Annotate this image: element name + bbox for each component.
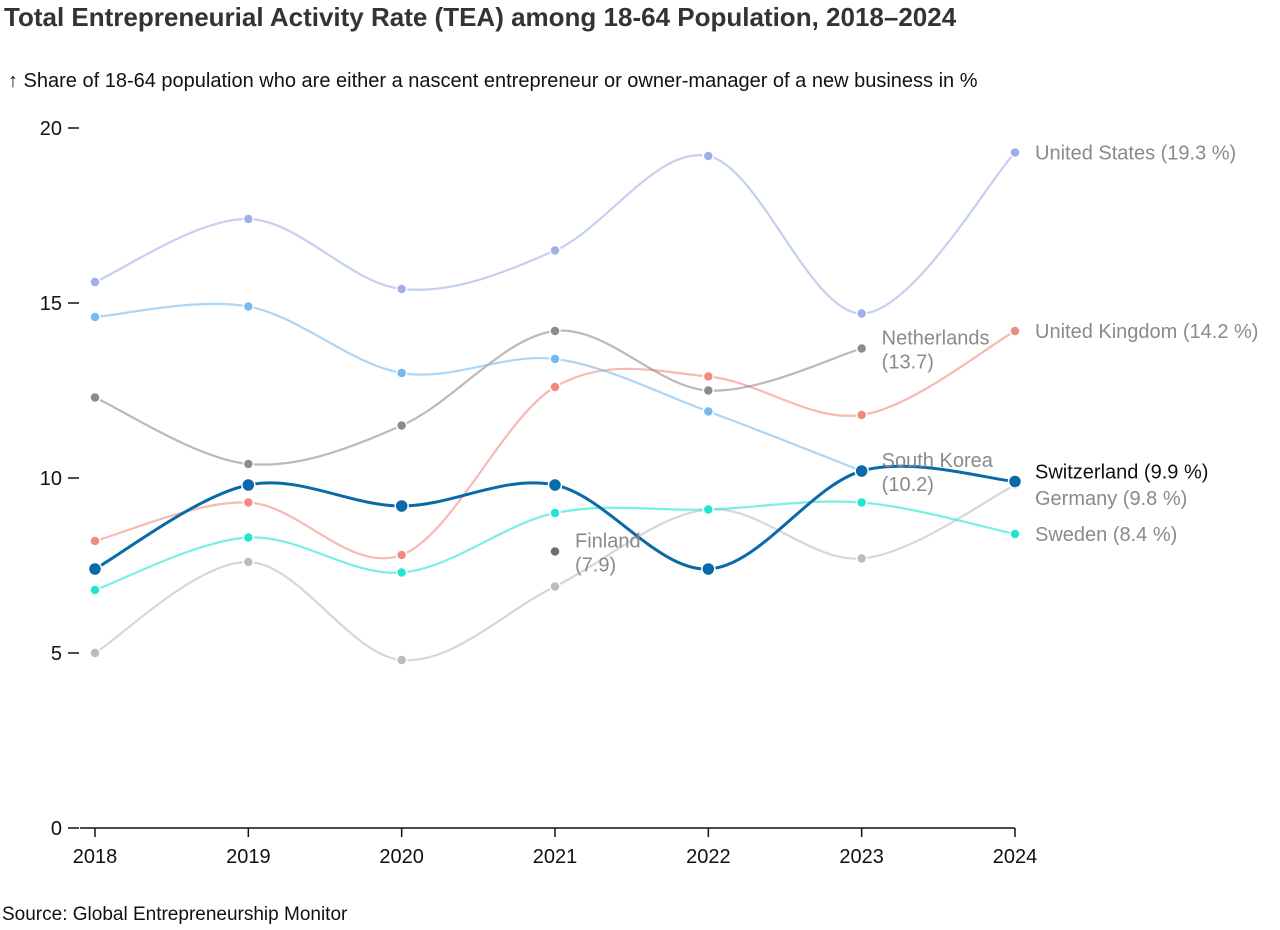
point-united-states — [855, 307, 868, 320]
point-south-korea — [89, 311, 101, 323]
point-south-korea — [242, 300, 255, 313]
point-netherlands — [242, 458, 255, 470]
point-united-states — [549, 244, 561, 257]
point-switzerland — [854, 463, 869, 479]
line-netherlands — [93, 329, 863, 466]
line-united-kingdom — [93, 329, 1017, 560]
point-germany — [549, 580, 561, 593]
point-south-korea — [395, 367, 408, 379]
point-united-states — [702, 150, 715, 162]
point-united-states — [1009, 146, 1021, 159]
point-germany — [855, 552, 868, 565]
y-tick-label: 15 — [40, 293, 62, 315]
point-sweden — [89, 584, 101, 596]
point-united-kingdom — [242, 496, 255, 509]
point-switzerland — [547, 477, 563, 493]
point-sweden — [855, 496, 868, 509]
label-netherlands: Netherlands (13.7) — [882, 328, 990, 374]
line-south-korea — [93, 302, 863, 473]
point-switzerland — [87, 561, 103, 577]
point-south-korea — [549, 353, 561, 365]
y-tick-label: 10 — [40, 468, 62, 490]
x-tick-label: 2023 — [839, 846, 884, 868]
point-united-states — [89, 276, 101, 288]
y-axis: 0 5 10 15 20 — [40, 118, 79, 840]
point-united-states — [395, 283, 408, 295]
y-tick-label: 5 — [51, 643, 62, 665]
point-germany — [242, 556, 255, 568]
line-chart: 0 5 10 15 20 2018 2019 2020 2021 2022 2023 2024 Unit… — [40, 118, 1259, 868]
label-united-kingdom: United Kingdom (14.2 %) — [1035, 321, 1258, 343]
x-tick-label: 2022 — [686, 846, 731, 868]
series-points — [87, 146, 1023, 666]
point-sweden — [395, 566, 408, 579]
chart-title: Total Entrepreneurial Activity Rate (TEA… — [4, 2, 957, 32]
point-south-korea — [702, 405, 715, 418]
point-germany — [395, 654, 408, 666]
x-tick-label: 2018 — [73, 846, 118, 868]
point-sweden — [702, 503, 715, 516]
x-tick-label: 2020 — [379, 846, 424, 868]
label-united-states: United States (19.3 %) — [1035, 143, 1236, 165]
source-note: Source: Global Entrepreneurship Monitor — [2, 904, 348, 925]
point-sweden — [1009, 528, 1021, 540]
label-germany: Germany (9.8 %) — [1035, 488, 1187, 510]
x-tick-label: 2024 — [993, 846, 1038, 868]
chart-subtitle: ↑ Share of 18-64 population who are eith… — [8, 70, 978, 92]
series-labels: United States (19.3 %) United Kingdom (14… — [575, 143, 1258, 577]
point-netherlands — [395, 419, 408, 432]
point-netherlands — [855, 342, 868, 355]
point-sweden — [242, 531, 255, 544]
x-axis: 2018 2019 2020 2021 2022 2023 2024 — [73, 827, 1038, 868]
point-united-kingdom — [89, 535, 101, 547]
label-sweden: Sweden (8.4 %) — [1035, 524, 1177, 546]
point-netherlands — [89, 391, 101, 404]
point-finland — [549, 545, 561, 558]
y-tick-label: 0 — [51, 818, 62, 840]
point-netherlands — [702, 384, 715, 397]
label-finland: Finland (7.9) — [575, 531, 641, 577]
point-switzerland — [701, 561, 716, 577]
label-south-korea: South Korea (10.2) — [882, 450, 994, 496]
y-tick-label: 20 — [40, 118, 62, 140]
x-tick-label: 2019 — [226, 846, 271, 868]
point-united-kingdom — [702, 370, 715, 383]
point-united-states — [242, 213, 255, 225]
point-united-kingdom — [549, 381, 561, 393]
point-switzerland — [241, 477, 256, 493]
point-switzerland — [394, 498, 409, 514]
point-united-kingdom — [855, 409, 868, 421]
x-tick-label: 2021 — [533, 846, 578, 868]
point-switzerland — [1007, 474, 1023, 489]
point-germany — [89, 647, 101, 659]
point-netherlands — [549, 325, 561, 337]
label-switzerland: Switzerland (9.9 %) — [1035, 462, 1208, 484]
point-united-kingdom — [395, 549, 408, 561]
line-united-states — [93, 151, 1017, 315]
point-united-kingdom — [1009, 325, 1021, 337]
point-sweden — [549, 507, 561, 519]
